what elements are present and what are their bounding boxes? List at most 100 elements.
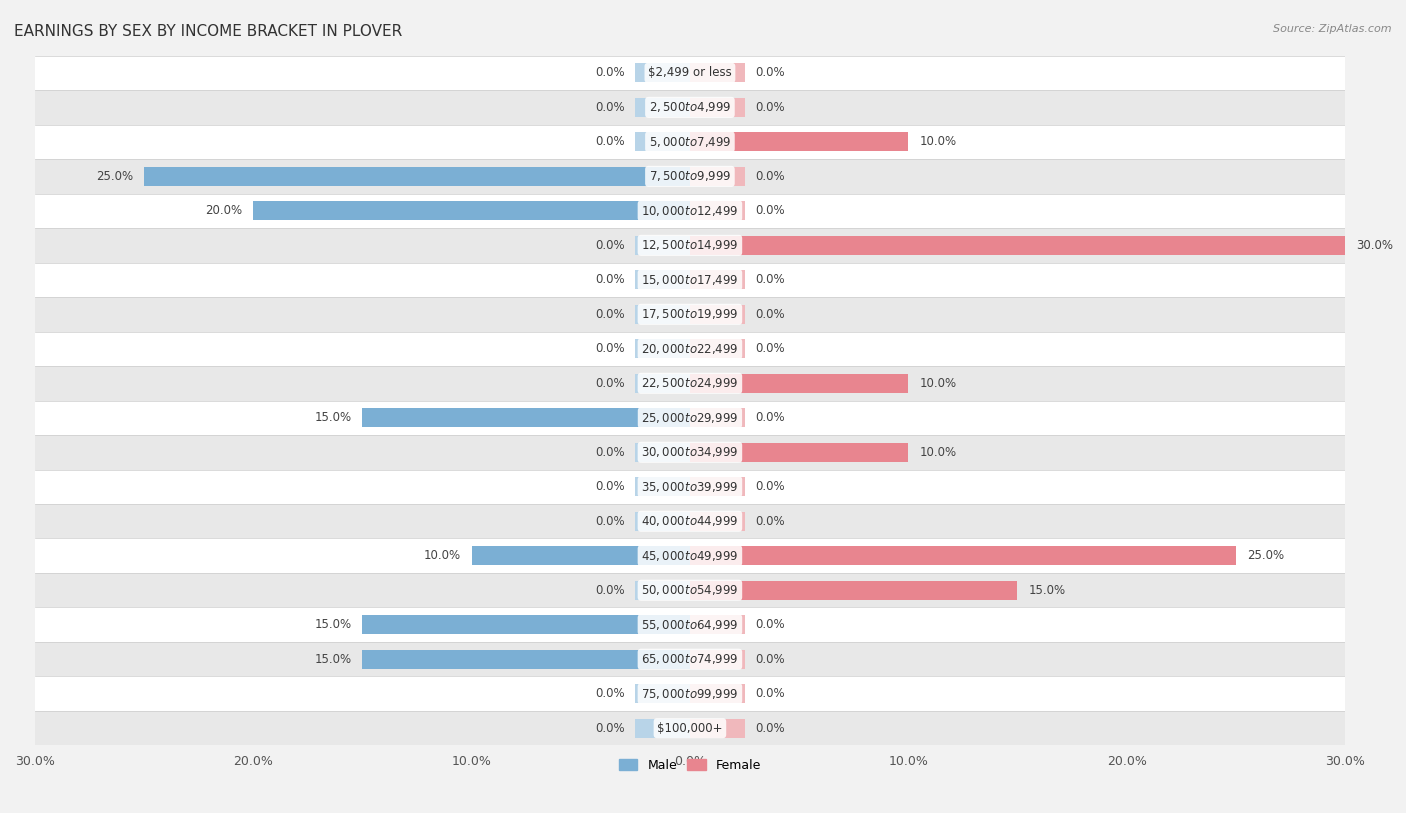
Text: $50,000 to $54,999: $50,000 to $54,999 [641,583,738,598]
Text: $7,500 to $9,999: $7,500 to $9,999 [648,169,731,184]
Text: 0.0%: 0.0% [755,101,785,114]
Bar [690,305,745,324]
Text: 25.0%: 25.0% [1247,550,1284,563]
Text: 0.0%: 0.0% [755,618,785,631]
Bar [690,98,745,117]
Bar [690,202,745,220]
Text: 0.0%: 0.0% [595,101,624,114]
Text: 0.0%: 0.0% [595,136,624,148]
Bar [636,63,690,82]
Text: $17,500 to $19,999: $17,500 to $19,999 [641,307,738,321]
Bar [363,650,690,668]
Bar [690,546,1236,565]
Bar [690,374,908,393]
Bar [636,339,690,359]
Text: 0.0%: 0.0% [595,376,624,389]
Bar [35,504,1346,538]
Text: 0.0%: 0.0% [755,653,785,666]
Bar [35,297,1346,332]
Text: $65,000 to $74,999: $65,000 to $74,999 [641,652,738,666]
Bar [636,98,690,117]
Text: 0.0%: 0.0% [595,342,624,355]
Text: 10.0%: 10.0% [920,376,956,389]
Text: $22,500 to $24,999: $22,500 to $24,999 [641,376,738,390]
Bar [690,685,745,703]
Bar [690,339,745,359]
Bar [35,228,1346,263]
Text: 0.0%: 0.0% [595,239,624,252]
Text: 0.0%: 0.0% [595,446,624,459]
Bar [35,159,1346,193]
Bar [363,615,690,634]
Bar [690,408,745,428]
Bar [35,711,1346,746]
Text: 0.0%: 0.0% [755,308,785,321]
Bar [690,511,745,531]
Text: 0.0%: 0.0% [595,480,624,493]
Bar [35,470,1346,504]
Bar [35,642,1346,676]
Text: 0.0%: 0.0% [755,722,785,735]
Text: 15.0%: 15.0% [315,653,352,666]
Bar [471,546,690,565]
Bar [636,443,690,462]
Text: 0.0%: 0.0% [755,342,785,355]
Bar [35,124,1346,159]
Bar [35,90,1346,124]
Bar [690,63,745,82]
Text: 0.0%: 0.0% [595,687,624,700]
Text: 0.0%: 0.0% [755,170,785,183]
Bar [35,573,1346,607]
Text: $25,000 to $29,999: $25,000 to $29,999 [641,411,738,424]
Text: $12,500 to $14,999: $12,500 to $14,999 [641,238,738,252]
Text: EARNINGS BY SEX BY INCOME BRACKET IN PLOVER: EARNINGS BY SEX BY INCOME BRACKET IN PLO… [14,24,402,39]
Text: 10.0%: 10.0% [423,550,461,563]
Text: 0.0%: 0.0% [755,411,785,424]
Bar [35,55,1346,90]
Bar [35,676,1346,711]
Text: 20.0%: 20.0% [205,204,242,217]
Text: 0.0%: 0.0% [595,67,624,80]
Text: 0.0%: 0.0% [755,273,785,286]
Text: $10,000 to $12,499: $10,000 to $12,499 [641,204,738,218]
Bar [253,202,690,220]
Bar [35,435,1346,470]
Text: $45,000 to $49,999: $45,000 to $49,999 [641,549,738,563]
Text: $55,000 to $64,999: $55,000 to $64,999 [641,618,738,632]
Bar [363,408,690,428]
Bar [35,538,1346,573]
Bar [636,133,690,151]
Bar [35,263,1346,297]
Bar [636,271,690,289]
Text: 10.0%: 10.0% [920,136,956,148]
Bar [690,133,908,151]
Text: $2,499 or less: $2,499 or less [648,67,731,80]
Text: 30.0%: 30.0% [1355,239,1393,252]
Bar [636,511,690,531]
Bar [35,607,1346,642]
Bar [636,374,690,393]
Bar [690,167,745,186]
Text: 0.0%: 0.0% [755,480,785,493]
Text: $35,000 to $39,999: $35,000 to $39,999 [641,480,738,493]
Text: 0.0%: 0.0% [595,273,624,286]
Text: 0.0%: 0.0% [595,584,624,597]
Bar [35,401,1346,435]
Text: 10.0%: 10.0% [920,446,956,459]
Text: $15,000 to $17,499: $15,000 to $17,499 [641,273,738,287]
Bar [143,167,690,186]
Text: 0.0%: 0.0% [595,515,624,528]
Text: $20,000 to $22,499: $20,000 to $22,499 [641,341,738,356]
Text: $5,000 to $7,499: $5,000 to $7,499 [648,135,731,149]
Text: 0.0%: 0.0% [595,308,624,321]
Text: Source: ZipAtlas.com: Source: ZipAtlas.com [1274,24,1392,34]
Text: 0.0%: 0.0% [755,515,785,528]
Bar [690,477,745,496]
Bar [636,685,690,703]
Text: 0.0%: 0.0% [755,204,785,217]
Text: 15.0%: 15.0% [315,411,352,424]
Bar [690,271,745,289]
Text: 0.0%: 0.0% [755,67,785,80]
Bar [636,719,690,737]
Text: 25.0%: 25.0% [96,170,134,183]
